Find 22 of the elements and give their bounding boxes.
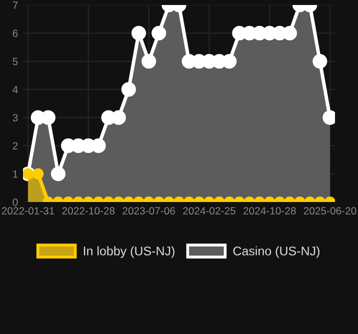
y-tick-label: 1 xyxy=(13,170,18,178)
point xyxy=(152,26,166,40)
x-tick-label: 2022-10-28 xyxy=(62,207,115,215)
point xyxy=(142,54,156,69)
x-tick-label: 2022-01-31 xyxy=(2,207,54,215)
point xyxy=(121,82,136,97)
x-tick-label: 2024-02-25 xyxy=(183,207,236,215)
point xyxy=(222,54,237,69)
point xyxy=(131,26,146,40)
y-tick-label: 6 xyxy=(12,30,18,38)
x-tick-label: 2023-07-06 xyxy=(122,207,175,215)
y-tick-label: 4 xyxy=(12,86,18,94)
y-tick-label: 2 xyxy=(12,142,18,150)
legend-label: In lobby (US-NJ) xyxy=(84,246,174,258)
point xyxy=(312,54,328,69)
y-tick-label: 5 xyxy=(12,58,18,66)
x-tick-label: 2024-10-28 xyxy=(243,207,296,215)
y-tick-label: 0 xyxy=(12,198,18,206)
y-tick-label: 7 xyxy=(12,2,18,9)
x-tick-label: 2025-06-20 xyxy=(304,207,356,215)
legend-label: Casino (US-NJ) xyxy=(233,246,320,258)
y-tick-label: 3 xyxy=(12,114,18,122)
